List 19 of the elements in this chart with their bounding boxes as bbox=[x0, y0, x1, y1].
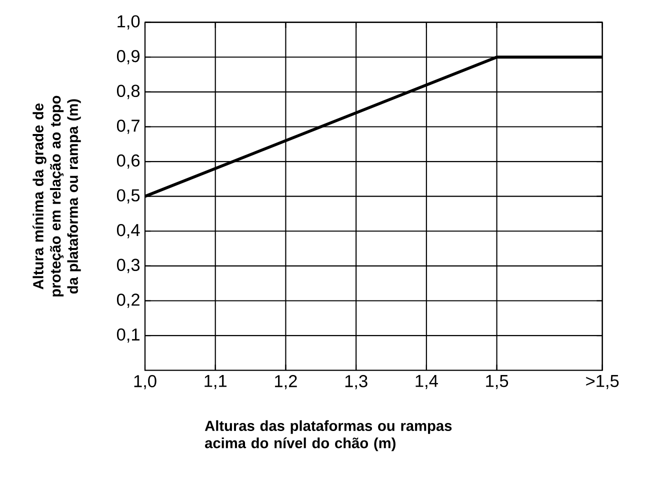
y-tick-label: 1,0 bbox=[118, 15, 140, 30]
x-tick-label: 1,2 bbox=[275, 375, 297, 390]
x-tick-label: 1,0 bbox=[134, 375, 156, 390]
y-tick-label: 0,9 bbox=[116, 50, 140, 64]
y-tick-label: 0,3 bbox=[116, 258, 140, 274]
y-tick-label: 0,7 bbox=[116, 120, 140, 134]
x-tick-label: 1,5 bbox=[486, 375, 508, 390]
y-tick-label: 0,8 bbox=[116, 84, 140, 100]
x-tick-label: >1,5 bbox=[586, 375, 619, 390]
x-tick-label: 1,4 bbox=[416, 375, 438, 390]
x-tick-label: 1,1 bbox=[204, 375, 227, 390]
x-axis-title: Alturas das plataformas ou rampas acima do nível do chão (m) bbox=[204, 420, 452, 452]
y-tick-label: 0,2 bbox=[116, 294, 140, 308]
y-tick-label: 0,5 bbox=[116, 189, 140, 204]
y-tick-label: 0,4 bbox=[116, 224, 140, 238]
x-tick-label: 1,3 bbox=[345, 375, 368, 390]
y-axis-title: Altura mínima da grade de proteção em relação ao topo da plataforma ou rampa (m) bbox=[32, 96, 81, 296]
y-tick-label: 0,1 bbox=[116, 328, 140, 343]
y-tick-label: 0,6 bbox=[116, 154, 140, 169]
